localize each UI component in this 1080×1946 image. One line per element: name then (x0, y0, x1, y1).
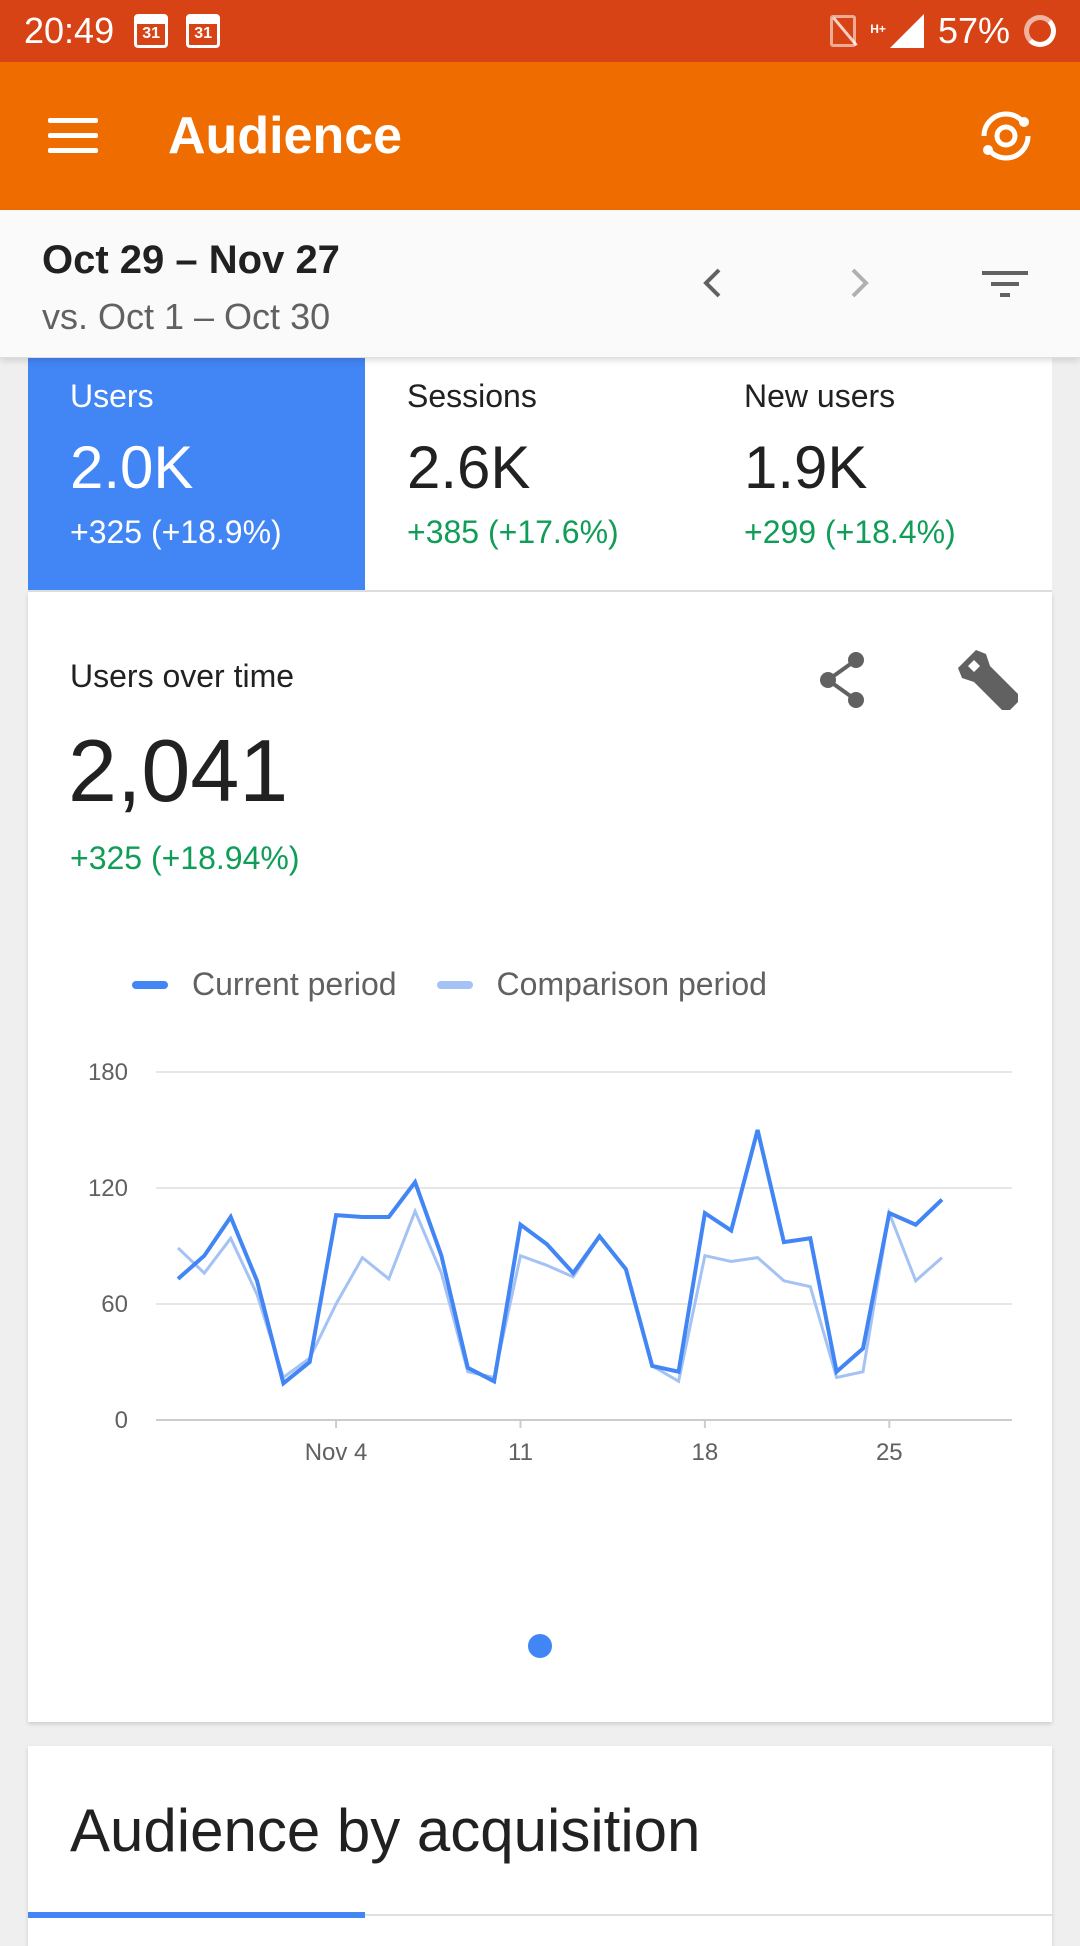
legend-swatch-current (132, 980, 168, 989)
legend-label-current: Current period (192, 966, 397, 1002)
page-title: Audience (168, 107, 403, 165)
status-right: H+ 57% (830, 10, 1056, 52)
calendar-notification-icon: 31 (134, 14, 169, 48)
no-sim-icon (830, 15, 857, 47)
acquisition-tab-indicator (28, 1912, 365, 1918)
chart-total: 2,041 (68, 721, 289, 820)
acquisition-title: Audience by acquisition (70, 1797, 701, 1864)
chart-change: +325 (+18.94%) (70, 840, 300, 876)
status-time: 20:49 (24, 10, 115, 51)
metric-value: 1.9K (744, 434, 868, 501)
chevron-right-icon[interactable] (834, 258, 884, 308)
chevron-left-icon[interactable] (688, 258, 738, 308)
metric-change: +385 (+17.6%) (407, 514, 619, 550)
y-tick-label: 0 (115, 1407, 128, 1434)
metric-change: +325 (+18.9%) (70, 514, 282, 550)
x-tick-label: 18 (692, 1439, 719, 1466)
chart-title: Users over time (70, 658, 295, 694)
signal-icon (889, 14, 924, 48)
audience-by-acquisition-card: Audience by acquisition (28, 1746, 1052, 1946)
app-bar: Audience (0, 62, 1080, 210)
y-tick-label: 180 (88, 1059, 128, 1086)
sync-icon[interactable] (978, 108, 1034, 164)
metric-tab-users[interactable]: Users 2.0K +325 (+18.9%) (28, 358, 365, 590)
battery-icon (1024, 15, 1056, 47)
chart-legend: Current period Comparison period (132, 966, 807, 1003)
x-tick-label: 11 (508, 1439, 533, 1466)
date-range-bar[interactable]: Oct 29 – Nov 27 vs. Oct 1 – Oct 30 (0, 210, 1080, 358)
legend-swatch-comparison (436, 980, 473, 989)
metric-tab-sessions[interactable]: Sessions 2.6K +385 (+17.6%) (365, 358, 702, 590)
users-line-chart: 0 60 120 180 Nov 4 11 18 25 (88, 1059, 1012, 1466)
x-tick-label: 25 (876, 1439, 903, 1466)
legend-label-comparison: Comparison period (496, 966, 767, 1002)
metric-tabs: Users 2.0K +325 (+18.9%) Sessions 2.6K +… (28, 358, 1052, 592)
y-tick-label: 60 (101, 1291, 128, 1318)
calendar-notification-icon: 31 (186, 14, 221, 48)
metric-label: Users (70, 378, 154, 414)
legend-current: Current period (132, 966, 397, 1003)
metric-change: +299 (+18.4%) (744, 514, 956, 550)
status-bar: 20:49 31 31 H+ 57% (0, 0, 1080, 62)
hamburger-menu-icon[interactable] (48, 118, 100, 154)
series-line-current (176, 1129, 944, 1387)
filter-icon[interactable] (980, 258, 1030, 308)
acquisition-tab-divider (365, 1914, 1052, 1916)
legend-comparison: Comparison period (436, 966, 767, 1003)
metric-tab-new-users[interactable]: New users 1.9K +299 (+18.4%) (702, 358, 1039, 590)
metric-label: New users (744, 378, 896, 414)
x-tick-label: Nov 4 (305, 1439, 368, 1466)
wrench-icon[interactable] (956, 648, 1022, 714)
users-over-time-card: Users over time 2,041 +325 (+18.94%) Cur… (28, 592, 1052, 1722)
date-range[interactable]: Oct 29 – Nov 27 (42, 238, 340, 282)
y-tick-label: 120 (88, 1175, 128, 1202)
series-line-comparison (176, 1207, 943, 1384)
metric-value: 2.6K (407, 434, 531, 501)
battery-percentage: 57% (937, 10, 1010, 51)
page-indicator-dot[interactable] (528, 1634, 552, 1658)
share-icon[interactable] (814, 650, 870, 710)
metric-value: 2.0K (70, 434, 194, 501)
metric-label: Sessions (407, 378, 537, 414)
network-type-label: H+ (870, 22, 886, 36)
comparison-range[interactable]: vs. Oct 1 – Oct 30 (42, 296, 331, 337)
